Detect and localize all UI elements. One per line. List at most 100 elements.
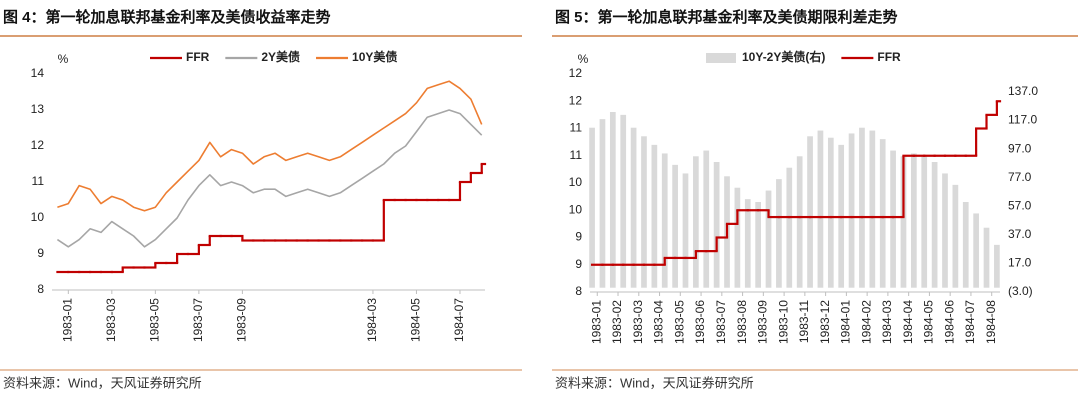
bar <box>786 167 793 288</box>
x-tick-label: 1983-09 <box>235 298 249 342</box>
bar <box>807 136 813 288</box>
y-tick-label: 12 <box>31 138 45 152</box>
y2-tick-label: (3.0) <box>1008 284 1033 298</box>
y2-tick-label: 97.0 <box>1008 141 1032 155</box>
x-tick-label: 1983-10 <box>776 300 790 344</box>
y2-tick-label: 137.0 <box>1008 84 1038 98</box>
x-tick-label: 1983-07 <box>191 298 205 342</box>
x-tick-label: 1983-01 <box>589 300 603 344</box>
y-tick-label: 11 <box>32 174 45 188</box>
y2-tick-label: 57.0 <box>1008 198 1032 212</box>
bar <box>952 184 959 288</box>
bar <box>910 153 917 288</box>
bar <box>890 150 896 288</box>
y-tick-label: 9 <box>575 230 582 244</box>
bar <box>672 164 678 288</box>
x-tick-label: 1984-03 <box>880 300 894 344</box>
series-line <box>56 109 483 248</box>
bar <box>765 190 772 288</box>
x-tick-label: 1984-01 <box>839 300 853 344</box>
x-tick-label: 1983-11 <box>797 300 811 343</box>
bar <box>693 156 699 288</box>
bar <box>973 213 979 288</box>
bar <box>630 127 637 288</box>
source-note: 资料来源：Wind，天风证券研究所 <box>3 375 202 390</box>
x-tick-label: 1984-05 <box>922 300 936 344</box>
legend-swatch <box>706 53 736 63</box>
bar <box>589 127 595 288</box>
y-axis-label: % <box>578 52 589 66</box>
bar <box>651 144 658 288</box>
bar <box>599 119 606 288</box>
y-tick-label: 8 <box>575 284 582 298</box>
y2-tick-label: 117.0 <box>1008 113 1037 127</box>
bar <box>869 130 876 288</box>
bar <box>879 139 886 288</box>
x-tick-label: 1984-07 <box>963 300 977 344</box>
y-tick-label: 8 <box>37 282 44 296</box>
x-tick-label: 1983-05 <box>148 298 162 342</box>
bar <box>848 133 855 288</box>
x-tick-label: 1984-07 <box>452 298 466 342</box>
y-tick-label: 11 <box>570 148 583 162</box>
x-tick-label: 1983-03 <box>631 300 645 344</box>
y2-tick-label: 77.0 <box>1008 170 1032 184</box>
y-axis-label: % <box>58 52 69 66</box>
y-tick-label: 11 <box>570 121 583 135</box>
legend-label: FFR <box>186 50 210 64</box>
y-tick-label: 12 <box>569 66 583 80</box>
bar <box>817 130 824 288</box>
bar <box>661 153 668 288</box>
y-tick-label: 10 <box>569 175 583 189</box>
bar <box>994 244 1000 288</box>
x-tick-label: 1983-08 <box>735 300 749 344</box>
bar <box>921 156 928 288</box>
bar <box>755 202 762 288</box>
chart-title: 图 5：第一轮加息联邦基金利率及美债期限利差走势 <box>555 8 898 26</box>
bar <box>734 187 741 288</box>
x-tick-label: 1983-02 <box>610 300 624 344</box>
bar <box>620 114 627 288</box>
bar <box>744 199 751 288</box>
bar <box>931 162 938 288</box>
y2-tick-label: 37.0 <box>1008 227 1032 241</box>
x-tick-label: 1983-06 <box>693 300 707 344</box>
x-tick-label: 1983-12 <box>818 300 832 344</box>
bar <box>713 162 720 288</box>
bar <box>682 173 689 288</box>
source-note: 资料来源：Wind，天风证券研究所 <box>555 375 754 390</box>
legend-label: FFR <box>877 50 901 64</box>
x-tick-label: 1984-06 <box>942 300 956 344</box>
y-tick-label: 13 <box>31 102 45 116</box>
legend-label: 2Y美债 <box>261 49 300 64</box>
bar <box>703 150 710 288</box>
bar <box>962 202 969 288</box>
bar <box>776 179 782 288</box>
x-tick-label: 1983-01 <box>60 298 74 342</box>
y2-tick-label: 17.0 <box>1008 256 1032 270</box>
bar <box>609 112 616 288</box>
x-tick-label: 1983-05 <box>672 300 686 344</box>
x-tick-label: 1983-04 <box>652 300 666 344</box>
series-line <box>57 80 483 212</box>
y-tick-label: 9 <box>575 257 582 271</box>
legend-label: 10Y美债 <box>352 49 397 64</box>
bar <box>827 137 834 288</box>
y-tick-label: 12 <box>569 93 583 107</box>
x-tick-label: 1984-08 <box>984 300 998 344</box>
x-tick-label: 1983-07 <box>714 300 728 344</box>
x-tick-label: 1984-04 <box>901 300 915 344</box>
x-tick-label: 1983-09 <box>756 300 770 344</box>
y-tick-label: 10 <box>31 210 45 224</box>
y-tick-label: 10 <box>569 202 583 216</box>
y-tick-label: 14 <box>31 66 45 80</box>
y-tick-label: 9 <box>37 246 44 260</box>
legend-label: 10Y-2Y美债(右) <box>742 49 825 64</box>
bar <box>641 136 647 288</box>
x-tick-label: 1983-03 <box>104 298 118 342</box>
bar <box>983 227 990 288</box>
chart-title: 图 4：第一轮加息联邦基金利率及美债收益率走势 <box>3 8 331 26</box>
bar <box>859 127 865 288</box>
x-tick-label: 1984-02 <box>859 300 873 344</box>
